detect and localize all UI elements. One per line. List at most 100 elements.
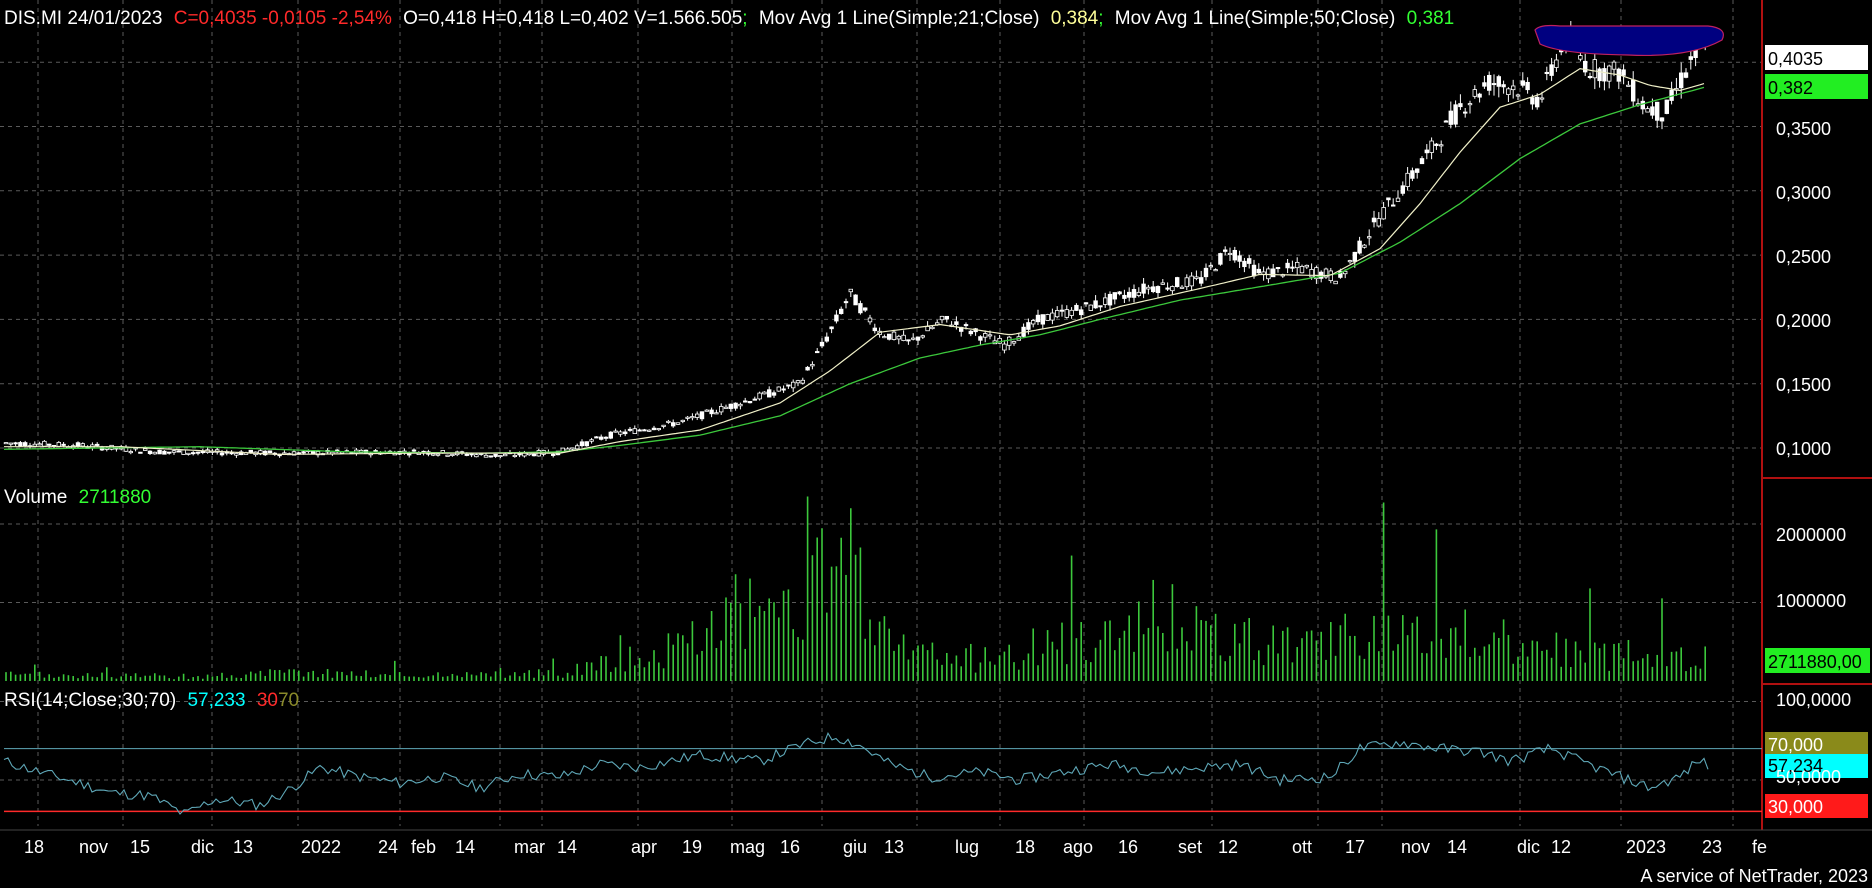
rsi-upper-tag <box>1765 732 1868 756</box>
candle-body <box>488 455 493 458</box>
candle-body <box>445 454 450 457</box>
candle-body <box>1271 268 1276 278</box>
candle-body <box>1515 94 1521 97</box>
ma-value-tag-text: 0,382 <box>1768 78 1813 98</box>
candle-body <box>219 452 225 456</box>
candle-body <box>627 428 633 431</box>
candle-body <box>1098 305 1103 308</box>
header-ma50-label: Mov Avg 1 Line(Simple;50;Close) <box>1115 8 1396 29</box>
candle-body <box>262 450 268 456</box>
candle-body <box>469 453 474 456</box>
candle-body <box>1064 309 1069 318</box>
candle-body <box>1496 76 1501 87</box>
candle-body <box>435 453 441 456</box>
x-tick-label: 17 <box>1345 837 1365 857</box>
candle-body <box>42 440 47 447</box>
candle-body <box>1208 265 1213 268</box>
candle-body <box>872 327 877 332</box>
x-tick-label: 2023 <box>1626 837 1666 857</box>
x-tick-label: giu <box>843 837 867 857</box>
x-tick-label: 13 <box>884 837 904 857</box>
candle-body <box>1035 314 1041 323</box>
candle-body <box>584 441 589 447</box>
candle-body <box>1285 262 1290 269</box>
candle-body <box>1655 101 1660 121</box>
candle-body <box>531 453 537 457</box>
candle-body <box>1386 197 1391 201</box>
candle-body <box>1347 260 1353 263</box>
candle-body <box>1223 249 1228 252</box>
candle-body <box>829 326 834 330</box>
candle-body <box>767 389 772 398</box>
candle-body <box>1256 268 1261 274</box>
candle-body <box>613 430 618 433</box>
candle-body <box>1415 168 1420 173</box>
header-ma50-value: 0,381 <box>1407 8 1455 29</box>
candle-body <box>863 307 868 311</box>
candle-body <box>1160 282 1165 285</box>
candle-body <box>512 454 517 457</box>
candle-body <box>1155 286 1161 294</box>
last-close-tag <box>1765 45 1868 70</box>
price-tick-label: 0,1000 <box>1776 439 1831 459</box>
candle-body <box>743 400 748 403</box>
candle-body <box>1151 286 1156 293</box>
candle-body <box>1501 84 1506 88</box>
candle-body <box>906 339 911 342</box>
candle-body <box>757 392 762 400</box>
x-tick-label: 2022 <box>301 837 341 857</box>
rsi-legend-label: RSI(14;Close;30;70) <box>4 690 176 711</box>
x-tick-label: 14 <box>1447 837 1467 857</box>
candle-body <box>1511 85 1516 91</box>
candle-body <box>983 333 988 338</box>
x-tick-label: nov <box>79 837 108 857</box>
price-tick-label: 0,3500 <box>1776 119 1831 139</box>
candle-body <box>656 428 661 431</box>
candle-body <box>901 334 906 341</box>
candle-body <box>1491 83 1497 86</box>
candle-body <box>939 315 945 321</box>
candle-body <box>1362 244 1367 248</box>
candle-body <box>37 443 42 446</box>
candle-body <box>1367 236 1372 239</box>
candle-body <box>1136 291 1141 296</box>
candle-body <box>75 442 81 447</box>
candle-body <box>474 454 479 458</box>
candle-body <box>1544 71 1549 75</box>
candle-body <box>1659 117 1665 122</box>
volume-last-tag-text: 2711880,00 <box>1768 652 1862 672</box>
candle-body <box>166 451 172 454</box>
candle-body <box>762 391 767 395</box>
candle-body <box>1299 266 1305 274</box>
candle-body <box>1482 82 1487 87</box>
candle-body <box>502 453 508 457</box>
candle-body <box>493 453 498 457</box>
rsi-upper-tag-text: 70,000 <box>1768 735 1823 755</box>
x-tick-label: ago <box>1063 837 1093 857</box>
candle-body <box>483 454 489 458</box>
candle-body <box>728 403 733 409</box>
candle-body <box>186 452 191 455</box>
candle-body <box>1391 204 1396 207</box>
candle-body <box>632 428 637 434</box>
candle-body <box>1069 309 1074 316</box>
last-close-tag-text: 0,4035 <box>1768 49 1823 69</box>
ma21-line <box>4 67 1705 455</box>
candle-body <box>1079 309 1084 316</box>
candle-body <box>911 337 916 340</box>
candle-body <box>603 436 609 439</box>
candle-body <box>310 450 316 454</box>
candle-body <box>1381 207 1386 220</box>
candle-body <box>651 427 657 431</box>
candle-body <box>195 451 201 454</box>
candle-body <box>142 448 148 451</box>
rsi-legend-high: 70 <box>278 690 299 711</box>
candle-body <box>786 384 791 387</box>
price-tick-label: 0,2500 <box>1776 247 1831 267</box>
candle-body <box>450 453 455 456</box>
candle-body <box>570 447 575 450</box>
x-tick-label: apr <box>631 837 657 857</box>
x-tick-label: set <box>1178 837 1202 857</box>
candle-body <box>1554 59 1559 68</box>
